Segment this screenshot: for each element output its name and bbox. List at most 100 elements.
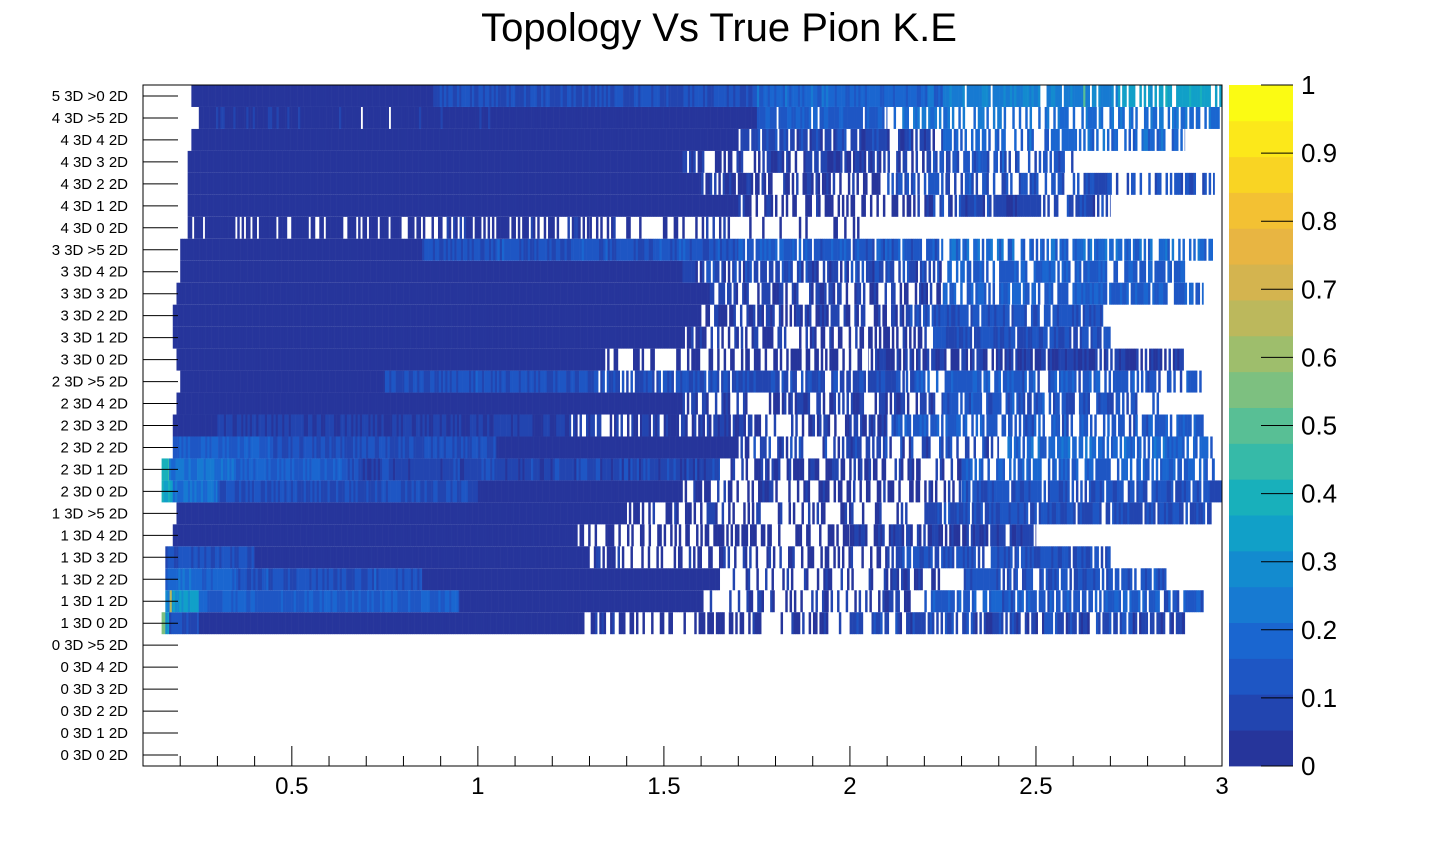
heatmap-cell [1066, 414, 1069, 437]
heatmap-cell [577, 590, 581, 613]
heatmap-cell [202, 392, 205, 415]
heatmap-cell [489, 392, 492, 415]
heatmap-cell [369, 326, 372, 349]
heatmap-cell [998, 612, 1002, 635]
heatmap-cell [262, 414, 266, 437]
heatmap-cell [905, 568, 908, 591]
heatmap-cell [479, 546, 482, 569]
heatmap-cell [382, 590, 385, 613]
heatmap-cell [202, 502, 205, 525]
heatmap-cell [302, 590, 305, 613]
heatmap-cell [706, 414, 710, 437]
heatmap-cell [344, 502, 348, 525]
heatmap-cell [1006, 590, 1009, 613]
heatmap-cell [305, 436, 309, 459]
heatmap-cell [456, 414, 460, 437]
heatmap-cell [682, 392, 685, 415]
heatmap-cell [449, 612, 452, 635]
heatmap-cell [524, 458, 528, 481]
heatmap-cell [515, 436, 519, 459]
heatmap-cell [240, 370, 244, 393]
heatmap-cell [553, 568, 557, 591]
heatmap-cell [387, 392, 391, 415]
heatmap-cell [626, 524, 630, 547]
heatmap-cell [535, 370, 539, 393]
heatmap-cell [609, 414, 613, 437]
heatmap-cell [459, 480, 462, 503]
heatmap-cell [289, 568, 293, 591]
heatmap-cell [941, 392, 944, 415]
heatmap-cell [332, 546, 335, 569]
heatmap-cell [200, 502, 203, 525]
heatmap-cell [943, 546, 946, 569]
heatmap-cell [239, 348, 242, 371]
heatmap-cell [488, 568, 492, 591]
heatmap-cell [476, 502, 479, 525]
heatmap-cell [1048, 612, 1051, 635]
heatmap-cell [438, 612, 441, 635]
heatmap-cell [805, 370, 808, 393]
heatmap-cell [792, 502, 796, 525]
heatmap-cell [565, 524, 568, 547]
heatmap-cell [452, 436, 455, 459]
heatmap-cell [1066, 590, 1070, 613]
heatmap-cell [513, 612, 517, 635]
heatmap-cell [559, 436, 562, 459]
heatmap-cell [936, 546, 940, 569]
heatmap-cell [982, 590, 986, 613]
heatmap-cell [1055, 392, 1058, 415]
heatmap-cell [580, 436, 584, 459]
heatmap-cell [683, 590, 687, 613]
heatmap-cell [1066, 502, 1070, 525]
heatmap-cell [594, 612, 598, 635]
heatmap-cell [607, 568, 611, 591]
heatmap-cell [1026, 436, 1030, 459]
heatmap-cell [341, 458, 345, 481]
heatmap-cell [315, 568, 319, 591]
heatmap-cell [404, 436, 408, 459]
heatmap-cell [951, 370, 954, 393]
heatmap-cell [1089, 370, 1092, 393]
heatmap-cell [618, 612, 622, 635]
heatmap-cell [534, 590, 538, 613]
heatmap-cell [380, 590, 383, 613]
heatmap-cell [851, 568, 854, 591]
heatmap-cell [582, 612, 585, 635]
heatmap-cell [475, 370, 478, 393]
heatmap-cell [564, 414, 568, 437]
heatmap-cell [623, 436, 627, 459]
heatmap-cell [754, 524, 757, 547]
heatmap-cell [910, 436, 914, 459]
heatmap-cell [223, 392, 227, 415]
heatmap-cell [342, 480, 346, 503]
heatmap-cell [788, 546, 791, 569]
heatmap-cell [353, 502, 356, 525]
heatmap-cell [253, 546, 255, 569]
heatmap-cell [181, 436, 184, 459]
heatmap-cell [418, 612, 422, 635]
heatmap-cell [297, 524, 301, 547]
heatmap-cell [510, 502, 514, 525]
heatmap-cell [993, 502, 996, 525]
heatmap-cell [878, 546, 882, 569]
heatmap-cell [1143, 414, 1147, 437]
heatmap-cell [357, 348, 361, 371]
heatmap-cell [745, 524, 749, 547]
heatmap-cell [558, 502, 561, 525]
heatmap-cell [1057, 414, 1061, 437]
heatmap-cell [356, 590, 359, 613]
heatmap-cell [554, 502, 557, 525]
heatmap-cell [1030, 590, 1033, 613]
heatmap-cell [362, 612, 366, 635]
heatmap-cell [362, 546, 365, 569]
heatmap-cell [637, 480, 641, 503]
heatmap-cell [1051, 502, 1055, 525]
heatmap-cell [1001, 546, 1004, 569]
heatmap-cell [288, 414, 292, 437]
heatmap-cell [1088, 568, 1092, 591]
heatmap-cell [448, 524, 452, 547]
heatmap-cell [613, 458, 616, 481]
heatmap-cell [208, 392, 212, 415]
heatmap-cell [267, 436, 271, 459]
heatmap-cell [357, 392, 361, 415]
